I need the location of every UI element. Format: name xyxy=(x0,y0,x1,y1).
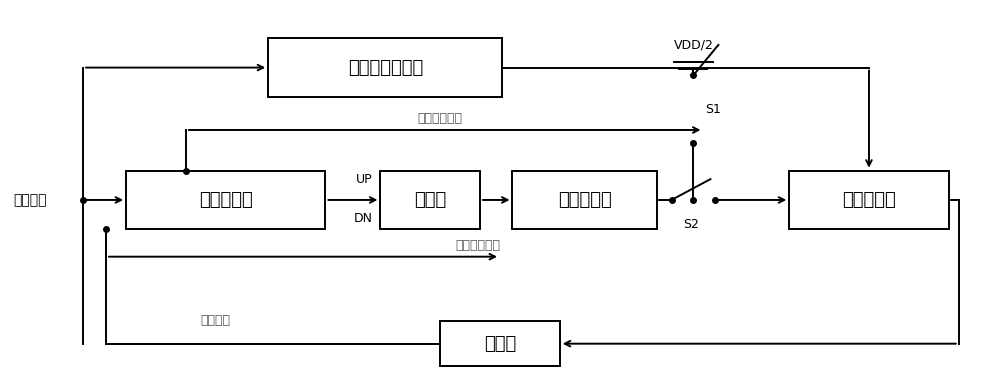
Text: 电荷泵: 电荷泵 xyxy=(414,191,446,209)
Text: 反馈信号: 反馈信号 xyxy=(201,314,231,328)
Text: 压控振荡器: 压控振荡器 xyxy=(842,191,896,209)
Text: UP: UP xyxy=(356,173,372,186)
Bar xyxy=(126,171,325,229)
Text: S1: S1 xyxy=(705,103,721,116)
Text: 自动频带选择器: 自动频带选择器 xyxy=(348,59,423,77)
Bar xyxy=(380,171,480,229)
Bar xyxy=(789,171,949,229)
Bar xyxy=(268,38,502,97)
Text: DN: DN xyxy=(353,211,372,225)
Text: 频率锁定环路: 频率锁定环路 xyxy=(417,112,462,125)
Text: VDD/2: VDD/2 xyxy=(674,38,713,51)
Text: 分频器: 分频器 xyxy=(484,335,516,353)
Text: 参考信号: 参考信号 xyxy=(13,193,47,207)
Text: S2: S2 xyxy=(683,218,699,231)
Bar xyxy=(440,321,560,367)
Text: 相位锁定环路: 相位锁定环路 xyxy=(455,239,500,252)
Text: 鉴频鉴相器: 鉴频鉴相器 xyxy=(199,191,253,209)
Bar xyxy=(512,171,657,229)
Text: 环路滤波器: 环路滤波器 xyxy=(558,191,612,209)
